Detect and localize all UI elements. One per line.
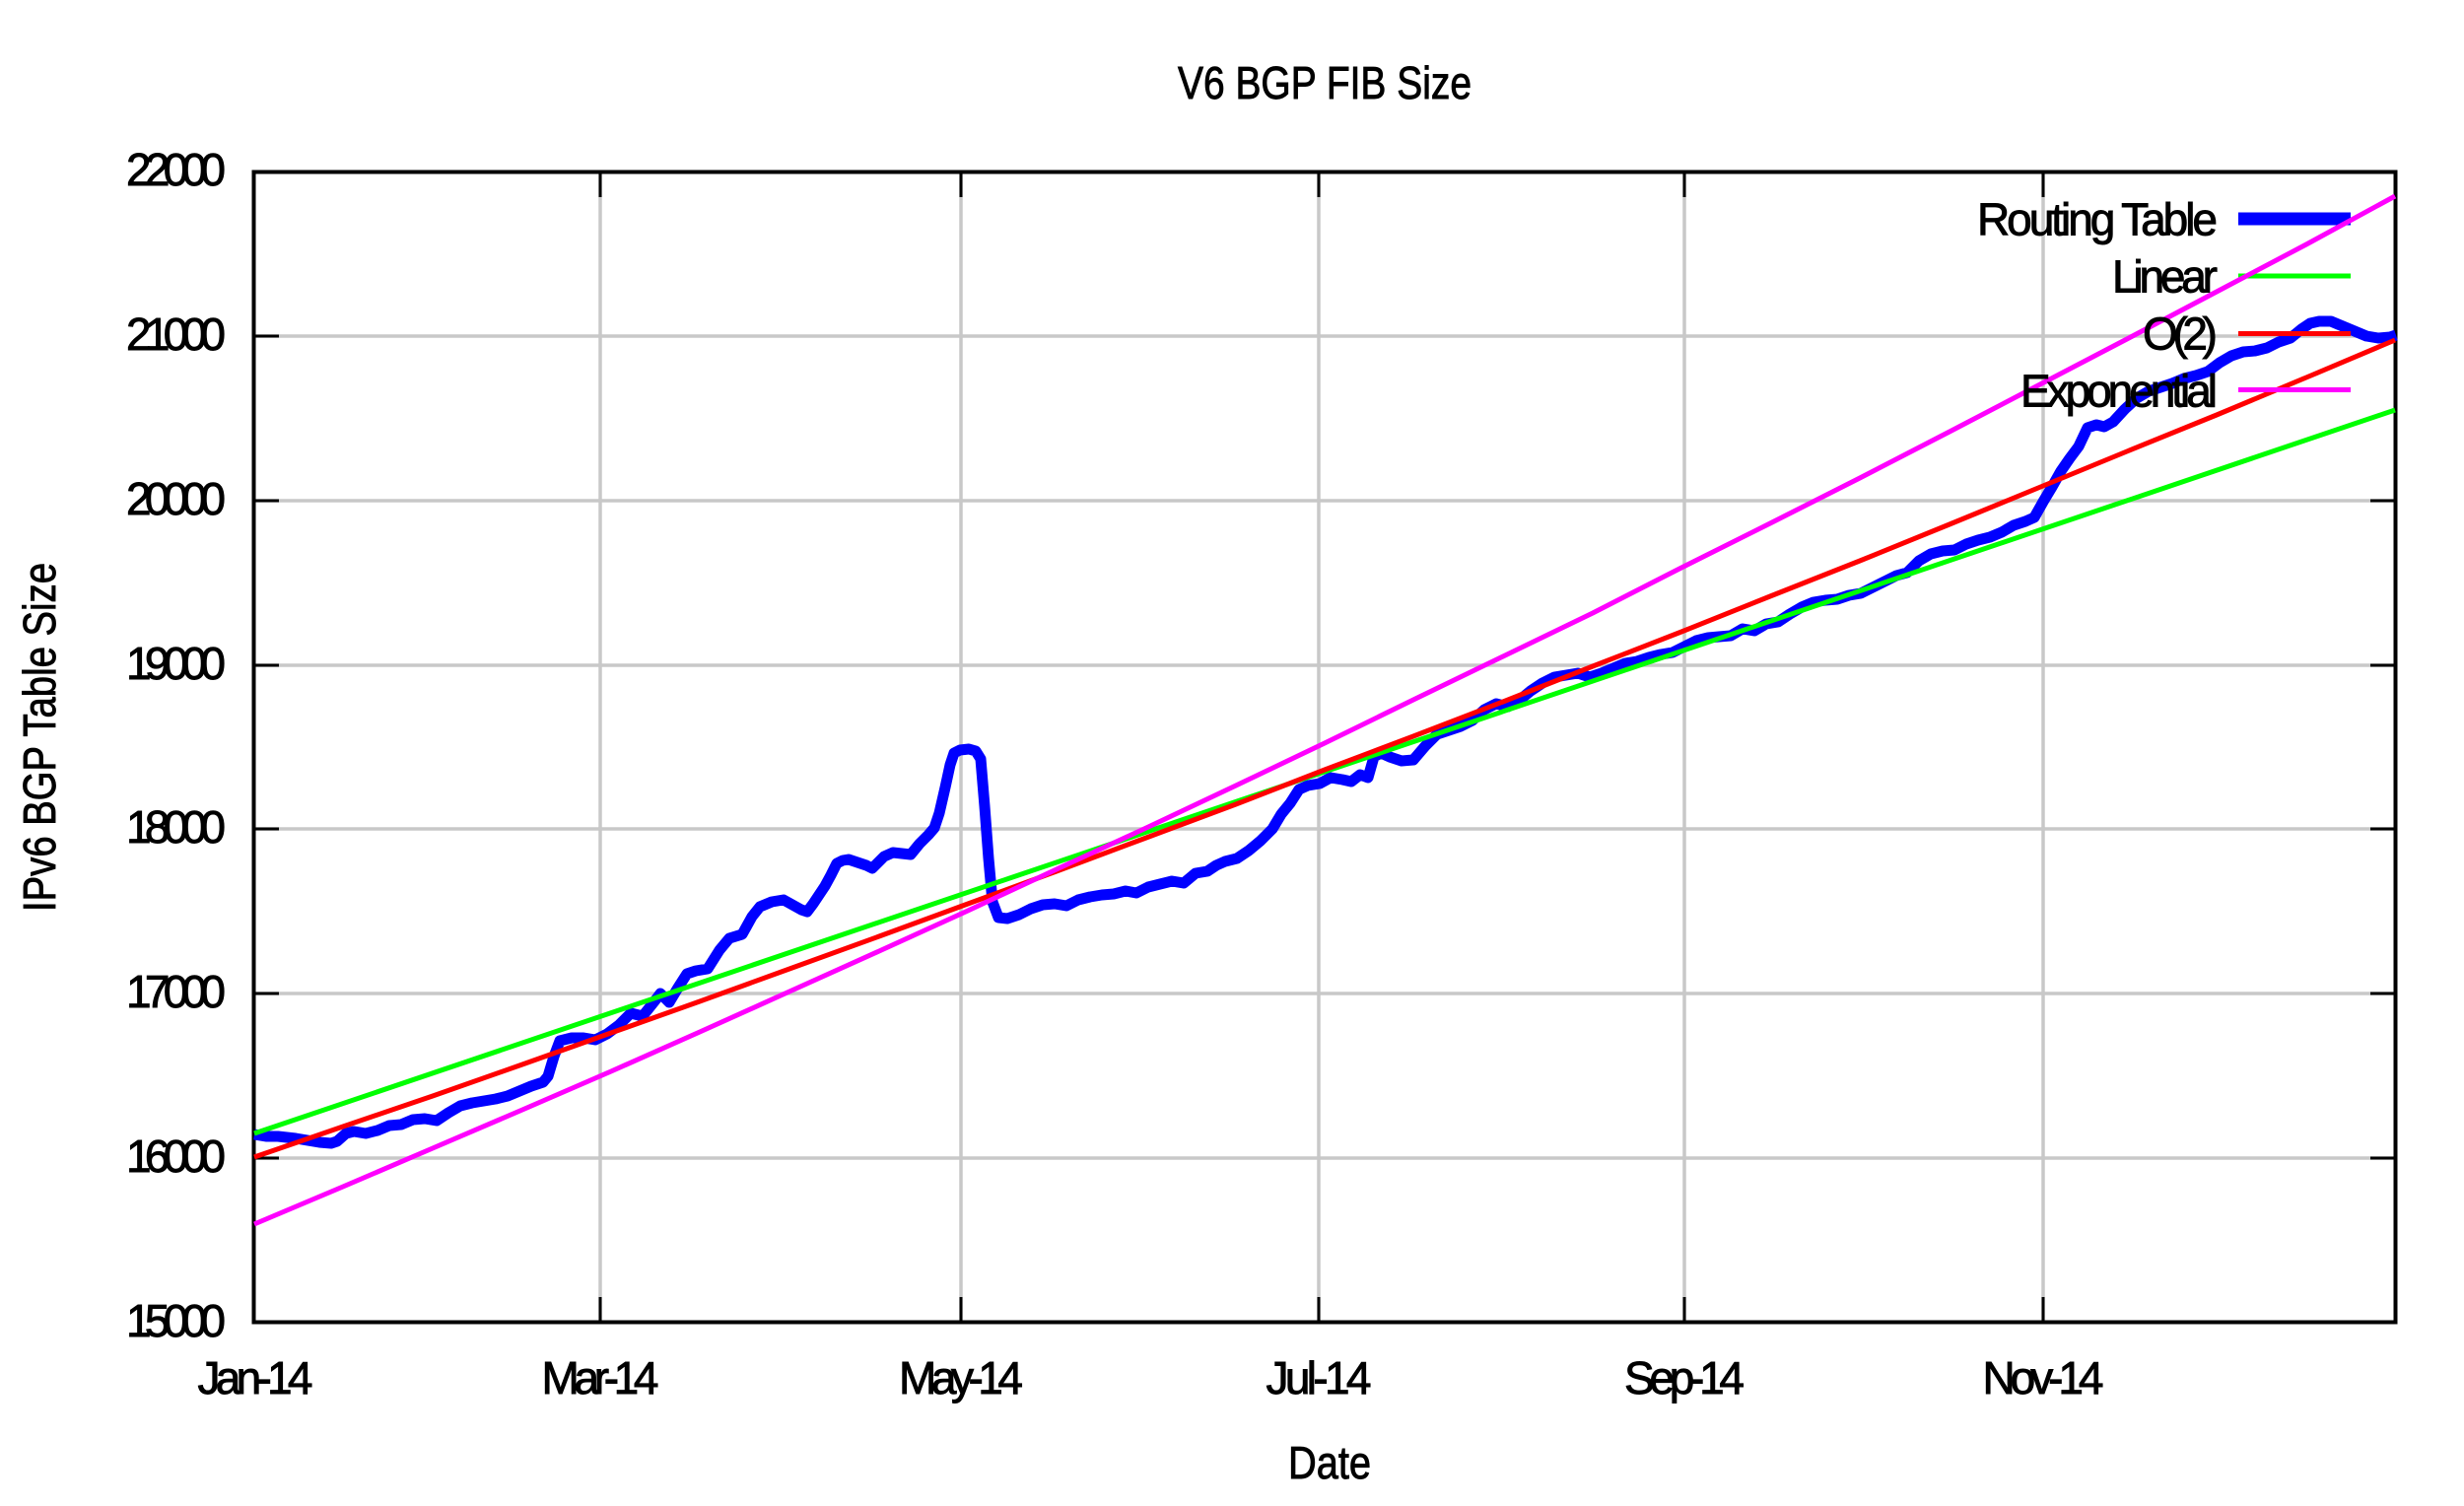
svg-text:IPv6 BGP Table Size: IPv6 BGP Table Size <box>14 563 65 912</box>
svg-text:19000: 19000 <box>126 638 226 689</box>
svg-text:O(2): O(2) <box>2143 308 2218 360</box>
svg-text:Date: Date <box>1288 1437 1371 1488</box>
svg-text:18000: 18000 <box>126 801 226 853</box>
svg-text:21000: 21000 <box>126 308 226 360</box>
svg-text:Exponential: Exponential <box>2020 366 2218 417</box>
svg-text:22000: 22000 <box>126 144 226 195</box>
svg-text:Jul-14: Jul-14 <box>1266 1352 1372 1403</box>
svg-text:16000: 16000 <box>126 1130 226 1182</box>
svg-text:Linear: Linear <box>2112 251 2218 303</box>
svg-text:15000: 15000 <box>126 1295 226 1346</box>
svg-text:20000: 20000 <box>126 473 226 524</box>
svg-text:Mar-14: Mar-14 <box>542 1352 659 1403</box>
svg-text:V6 BGP FIB Size: V6 BGP FIB Size <box>1178 57 1472 108</box>
svg-text:Sep-14: Sep-14 <box>1624 1352 1745 1403</box>
svg-text:17000: 17000 <box>126 966 226 1017</box>
svg-text:Nov-14: Nov-14 <box>1983 1352 2104 1403</box>
svg-text:Routing Table: Routing Table <box>1977 194 2218 245</box>
svg-text:May-14: May-14 <box>899 1352 1023 1403</box>
svg-text:Jan-14: Jan-14 <box>198 1352 313 1403</box>
